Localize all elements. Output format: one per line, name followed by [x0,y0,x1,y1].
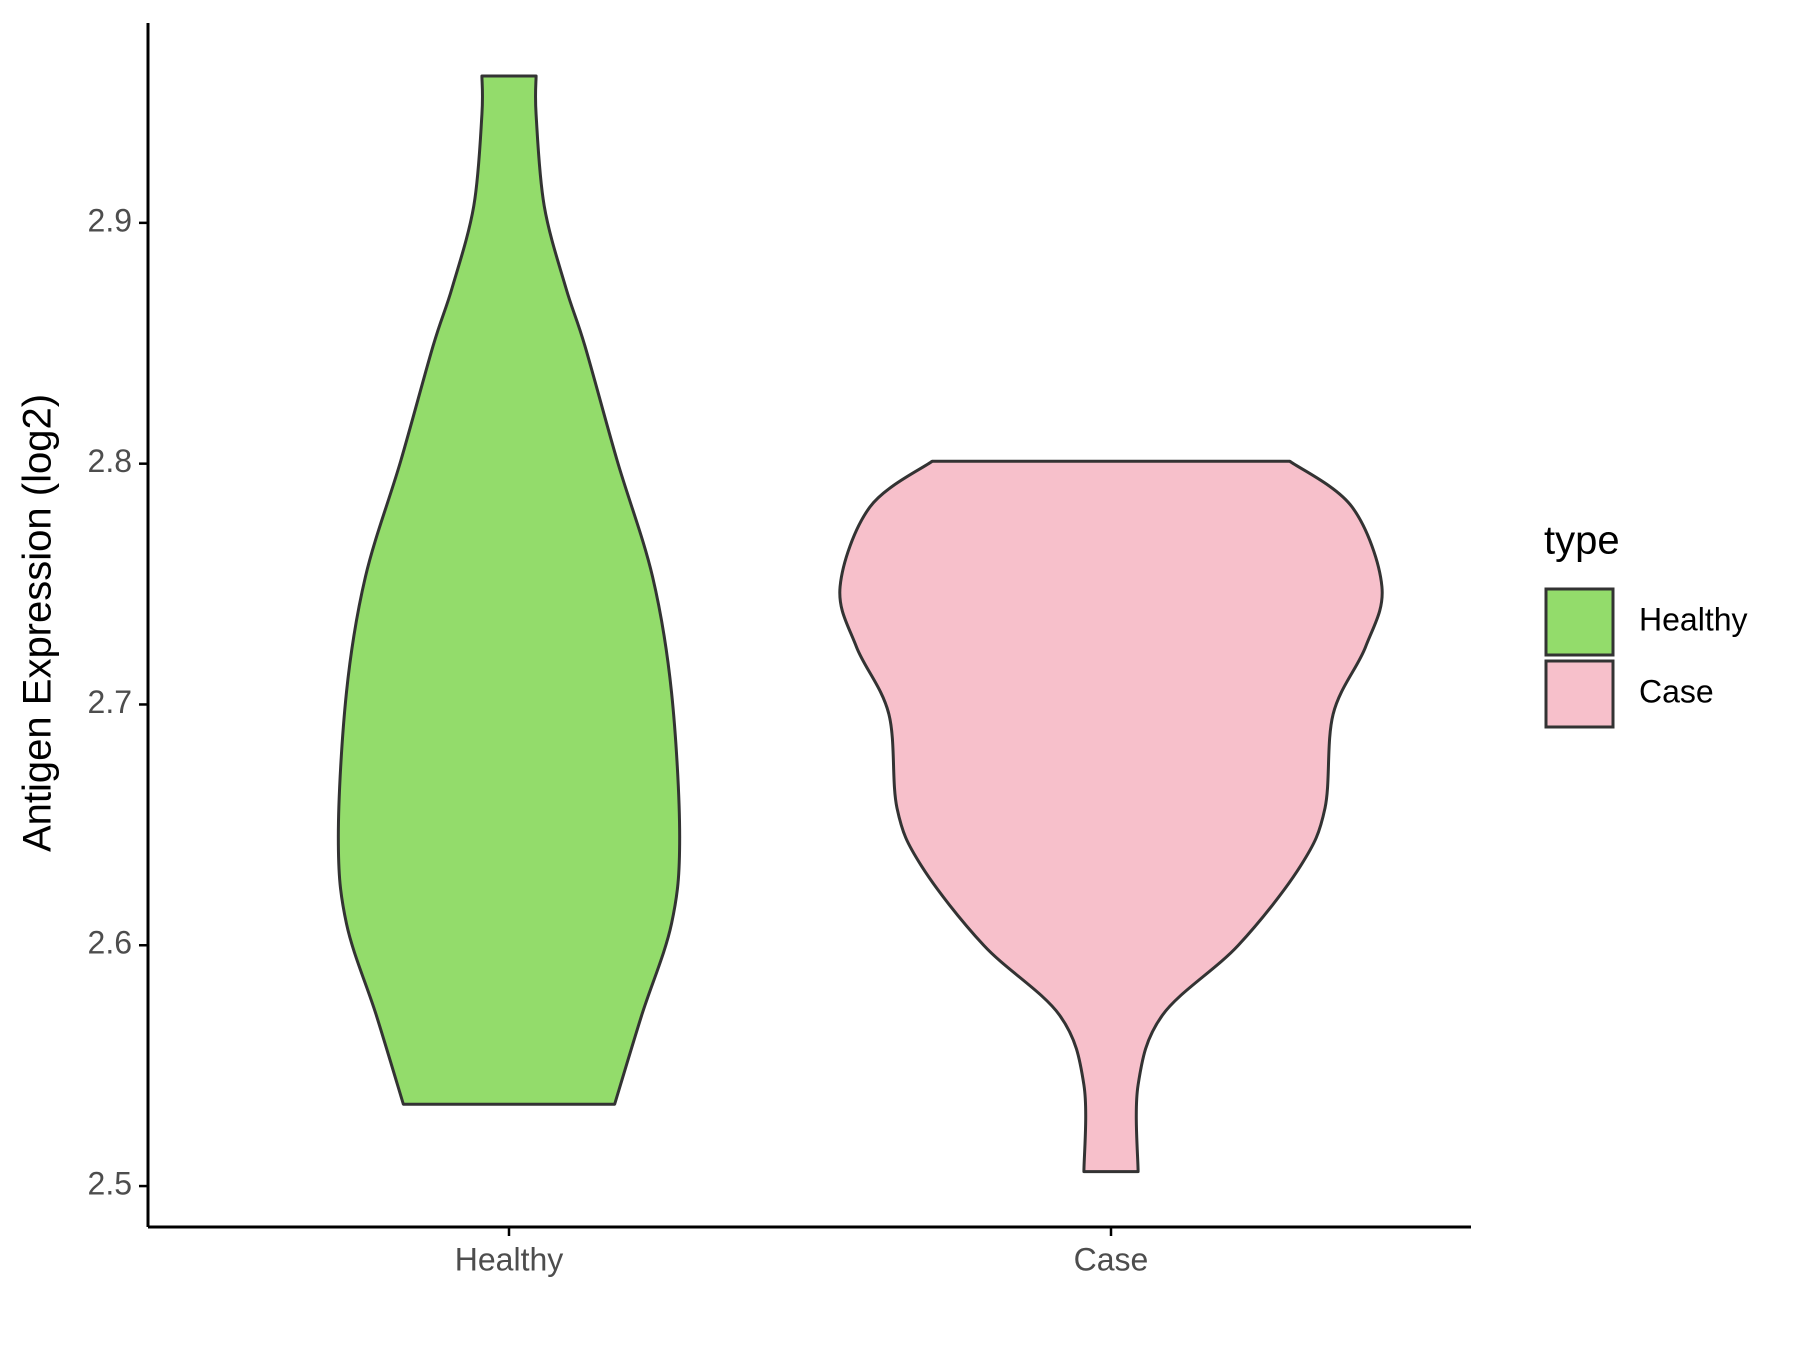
legend-label: Healthy [1639,601,1748,637]
x-tick-label: Healthy [455,1241,564,1277]
violin [336,74,682,1106]
y-tick-label: 2.6 [88,925,132,961]
legend-key [1544,587,1615,657]
legend-key [1544,659,1615,729]
y-tick-label: 2.9 [88,202,132,238]
legend-title: type [1544,519,1620,563]
legend-label: Case [1639,673,1714,709]
violin [838,459,1384,1174]
y-tick-label: 2.8 [88,443,132,479]
x-tick-label: Case [1074,1241,1149,1277]
y-tick-label: 2.7 [88,684,132,720]
y-axis-title: Antigen Expression (log2) [16,394,60,852]
y-tick-label: 2.5 [88,1166,132,1202]
